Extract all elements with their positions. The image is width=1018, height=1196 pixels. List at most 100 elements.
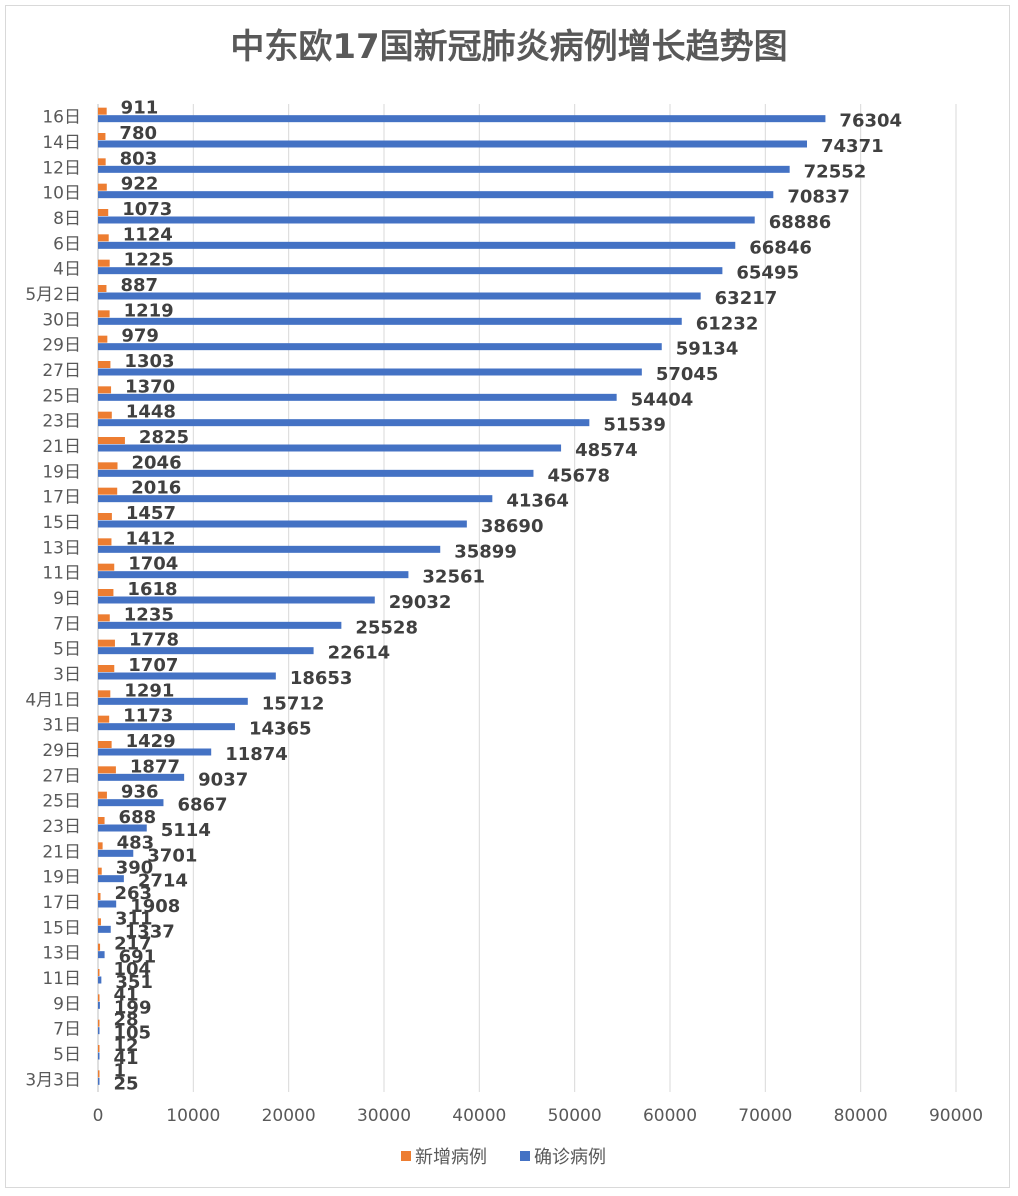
bar-new-cases (98, 538, 112, 546)
bar-confirmed-cases (98, 1027, 100, 1035)
y-category-label: 13日 (42, 944, 81, 964)
data-label-confirmed-cases: 35899 (454, 541, 517, 562)
bar-confirmed-cases (98, 900, 117, 908)
bar-confirmed-cases (98, 976, 102, 984)
data-label-confirmed-cases: 41364 (506, 491, 569, 512)
data-label-new-cases: 887 (120, 275, 158, 296)
legend-swatch-confirmed-cases (520, 1151, 530, 1161)
bar-confirmed-cases (98, 849, 134, 857)
data-label-new-cases: 1291 (124, 680, 174, 701)
x-tick-label: 60000 (643, 1106, 697, 1126)
data-label-confirmed-cases: 74371 (821, 136, 884, 157)
y-axis-categories: 3月3日 5日 7日 9日 11日 13日 15日 17日 19日 21日 23日 25日 27日 29日… (25, 108, 81, 1091)
bar-confirmed-cases (98, 495, 493, 503)
bar-new-cases (98, 183, 107, 191)
data-label-confirmed-cases: 25 (114, 1073, 139, 1094)
y-category-label: 27日 (42, 766, 81, 786)
data-label-confirmed-cases: 29032 (389, 592, 452, 613)
bar-new-cases (98, 158, 106, 166)
bar-new-cases (98, 867, 102, 875)
bar-new-cases (98, 639, 115, 647)
data-label-confirmed-cases: 5114 (161, 820, 211, 841)
data-label-confirmed-cases: 54404 (631, 389, 694, 410)
y-category-label: 4月1日 (25, 690, 81, 710)
bar-new-cases (98, 411, 112, 419)
y-category-label: 30日 (42, 310, 81, 330)
data-label-new-cases: 104 (114, 959, 152, 980)
bar-new-cases (98, 209, 109, 216)
bar-confirmed-cases (98, 115, 826, 123)
data-label-confirmed-cases: 76304 (839, 111, 902, 132)
legend-label-confirmed-cases: 确诊病例 (534, 1147, 606, 1168)
y-category-label: 5日 (53, 640, 81, 660)
bar-confirmed-cases (98, 621, 342, 629)
legend-label-new-cases: 新增病例 (415, 1147, 487, 1168)
y-category-label: 15日 (42, 513, 81, 533)
y-category-label: 6日 (53, 234, 81, 254)
bar-confirmed-cases (98, 267, 723, 275)
bar-new-cases (98, 361, 111, 368)
y-category-label: 29日 (42, 336, 81, 356)
x-tick-label: 50000 (548, 1106, 602, 1126)
data-label-confirmed-cases: 57045 (656, 364, 719, 385)
bar-confirmed-cases (98, 596, 375, 604)
data-label-confirmed-cases: 11874 (225, 744, 288, 765)
bar-new-cases (98, 285, 107, 292)
y-category-label: 21日 (42, 437, 81, 457)
data-label-new-cases: 12 (114, 1035, 139, 1056)
y-category-label: 11日 (42, 969, 81, 989)
bar-new-cases (98, 234, 109, 242)
data-label-new-cases: 390 (116, 858, 154, 879)
data-label-confirmed-cases: 1908 (130, 896, 180, 917)
bar-confirmed-cases (98, 1052, 100, 1060)
x-tick-label: 0 (93, 1106, 104, 1126)
bar-confirmed-cases (98, 875, 124, 883)
data-label-new-cases: 1707 (128, 655, 178, 676)
data-label-new-cases: 922 (121, 174, 159, 195)
bar-new-cases (98, 1019, 100, 1027)
data-label-new-cases: 2825 (139, 427, 189, 448)
bar-confirmed-cases (98, 368, 642, 376)
bar-new-cases (98, 462, 118, 470)
x-tick-label: 10000 (166, 1106, 220, 1126)
bar-confirmed-cases (98, 241, 736, 249)
bar-new-cases (98, 766, 116, 774)
y-category-label: 23日 (42, 412, 81, 432)
data-label-new-cases: 217 (114, 934, 152, 955)
data-label-confirmed-cases: 9037 (198, 769, 248, 790)
data-label-confirmed-cases: 63217 (715, 288, 778, 309)
bar-confirmed-cases (98, 647, 314, 655)
bar-confirmed-cases (98, 571, 409, 579)
legend: 新增病例 确诊病例 (401, 1147, 606, 1168)
x-tick-label: 40000 (452, 1106, 506, 1126)
data-label-new-cases: 688 (119, 807, 157, 828)
y-category-label: 25日 (42, 386, 81, 406)
data-label-confirmed-cases: 61232 (696, 313, 759, 334)
data-label-new-cases: 1 (114, 1060, 127, 1081)
data-label-new-cases: 1448 (126, 402, 176, 423)
data-label-new-cases: 1877 (130, 756, 180, 777)
bar-new-cases (98, 1045, 100, 1052)
bar-new-cases (98, 715, 110, 723)
bar-confirmed-cases (98, 343, 662, 351)
bar-confirmed-cases (98, 799, 164, 807)
data-labels: 1251241281054119910435121769131113372631… (114, 98, 903, 1095)
bar-new-cases (98, 918, 101, 926)
bar-confirmed-cases (98, 191, 774, 199)
y-category-label: 17日 (42, 488, 81, 508)
y-category-label: 16日 (42, 108, 81, 128)
bar-new-cases (98, 1070, 100, 1078)
data-label-confirmed-cases: 691 (119, 947, 157, 968)
data-label-new-cases: 483 (117, 832, 155, 853)
data-label-new-cases: 1073 (122, 199, 172, 220)
bar-confirmed-cases (98, 672, 276, 680)
bar-confirmed-cases (98, 393, 617, 401)
data-label-new-cases: 780 (119, 123, 157, 144)
bar-new-cases (98, 563, 115, 571)
chart-title: 中东欧17国新冠肺炎病例增长趋势图 (230, 27, 787, 67)
data-label-new-cases: 1778 (129, 630, 179, 651)
y-category-label: 19日 (42, 868, 81, 888)
data-label-new-cases: 263 (115, 883, 153, 904)
bar-new-cases (98, 133, 106, 140)
bar-confirmed-cases (98, 292, 701, 300)
